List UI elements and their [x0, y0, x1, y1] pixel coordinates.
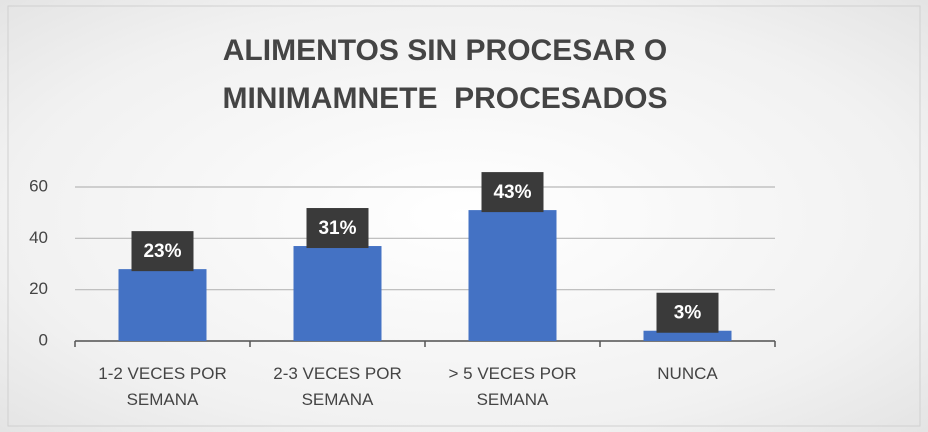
chart-title: MINIMAMNETE PROCESADOS	[222, 82, 667, 115]
y-tick-label: 40	[29, 228, 48, 247]
bar	[118, 269, 207, 341]
data-label-box	[131, 231, 194, 272]
data-label-box	[481, 172, 544, 213]
bar	[293, 246, 382, 341]
y-tick-label: 0	[39, 330, 48, 349]
x-tick-label: 2-3 VECES POR SEMANA	[273, 364, 402, 409]
data-label-box	[656, 292, 719, 333]
y-tick-label: 20	[29, 279, 48, 298]
x-tick-label: > 5 VECES POR SEMANA	[448, 364, 577, 409]
y-tick-label: 60	[29, 176, 48, 195]
data-label: 31%	[318, 218, 356, 239]
chart-title: ALIMENTOS SIN PROCESAR O	[223, 34, 668, 67]
chart-border	[7, 5, 921, 427]
data-label: 23%	[143, 241, 181, 262]
bar	[643, 330, 732, 341]
x-tick-label: NUNCA	[657, 364, 718, 383]
data-label-box	[306, 208, 369, 249]
bar	[468, 210, 557, 341]
data-label: 43%	[493, 182, 531, 203]
x-tick-label: 1-2 VECES POR SEMANA	[98, 364, 227, 409]
data-label: 3%	[674, 303, 702, 324]
